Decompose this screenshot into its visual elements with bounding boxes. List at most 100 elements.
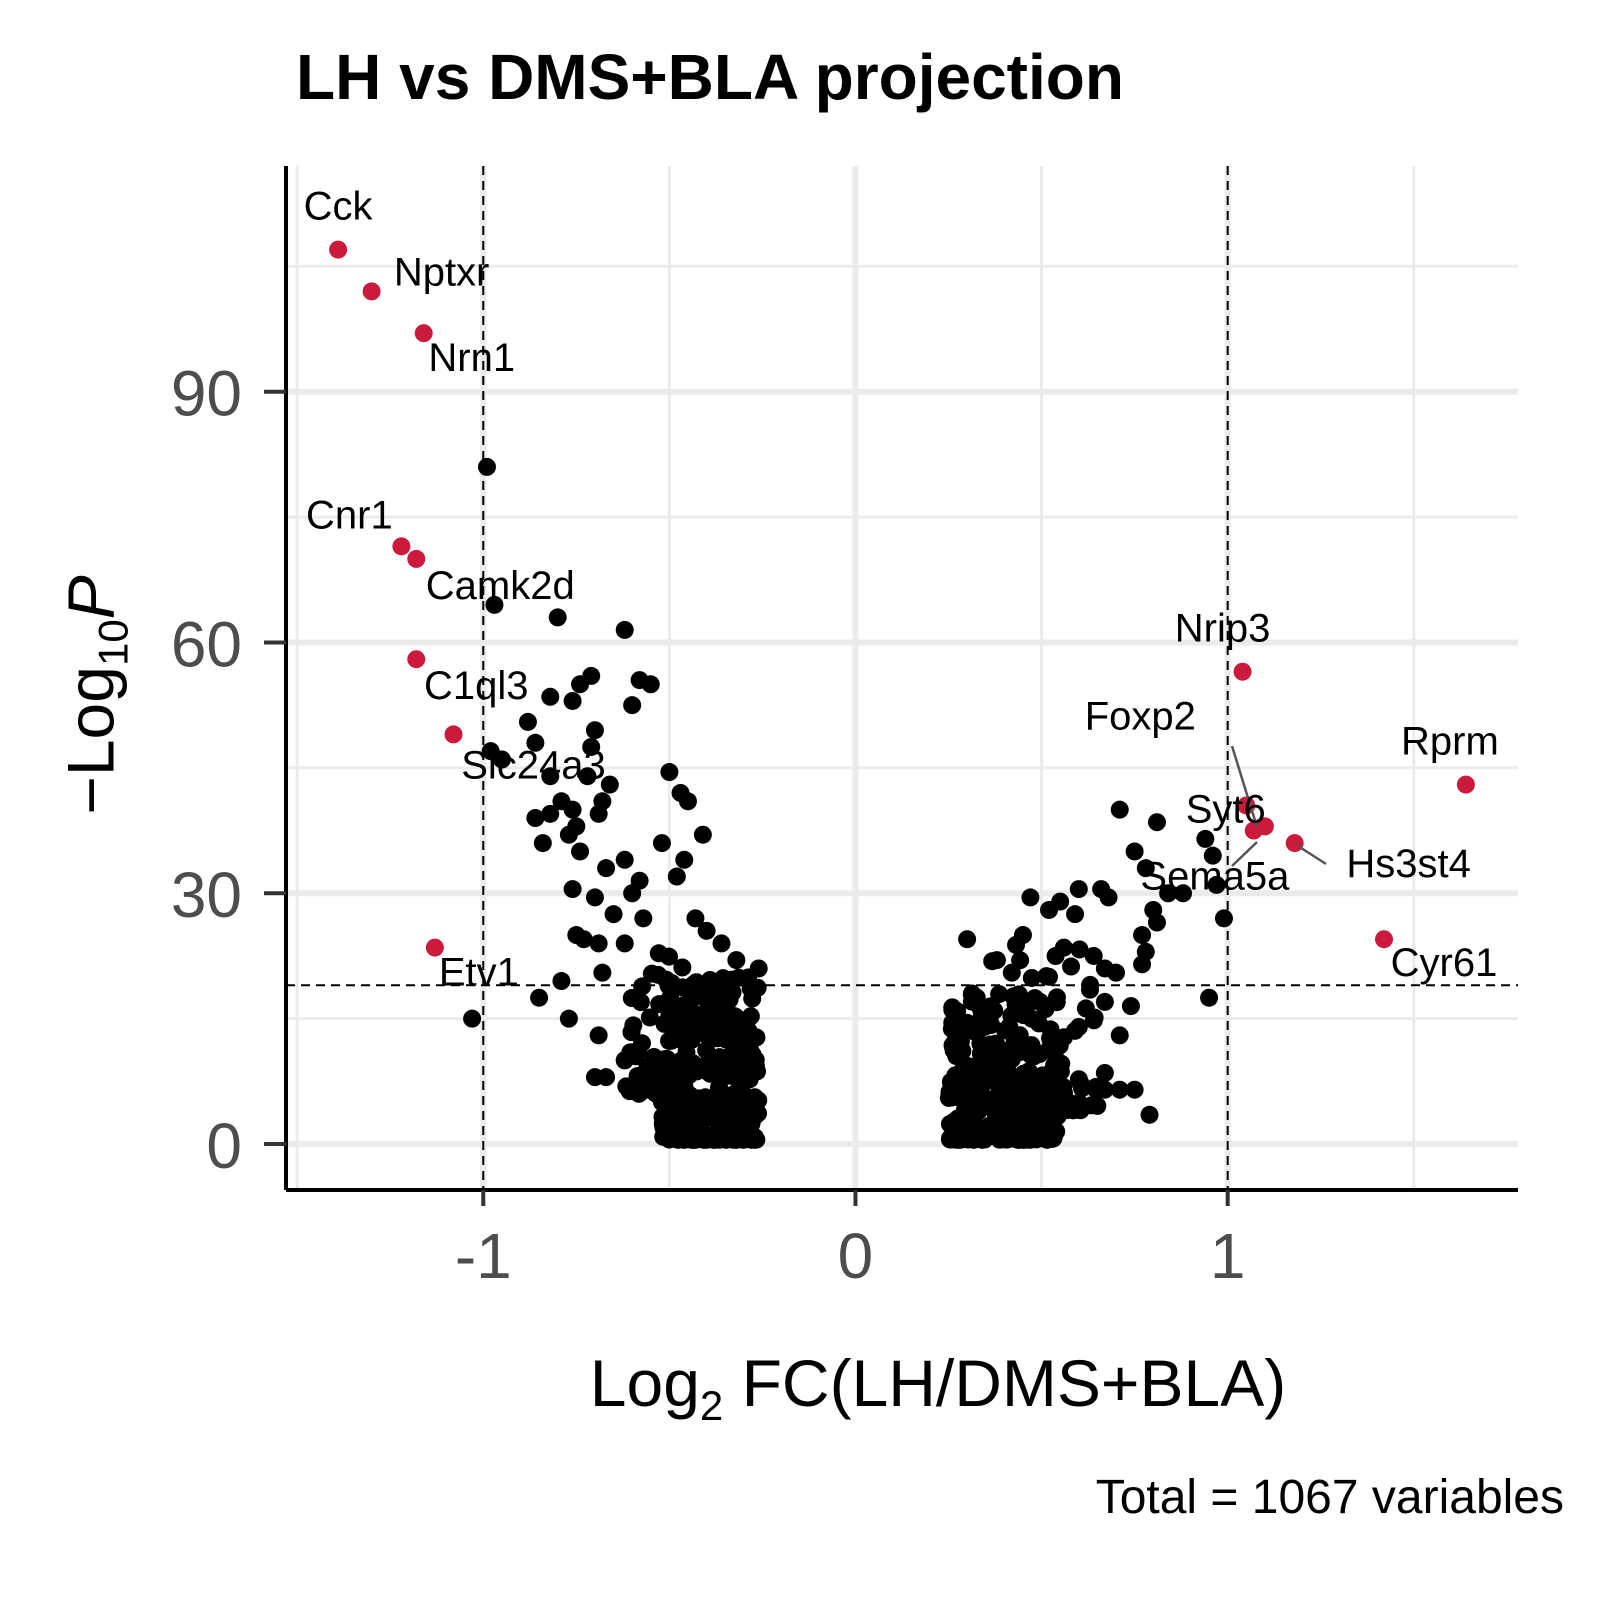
data-point (950, 1130, 969, 1149)
data-point (1013, 926, 1032, 945)
data-point (1069, 1017, 1088, 1036)
data-point (1136, 859, 1155, 878)
data-point (1030, 1045, 1049, 1064)
data-point (675, 850, 694, 869)
data-point (698, 1062, 717, 1081)
gene-label-cyr61: Cyr61 (1391, 941, 1498, 985)
data-point (724, 1058, 743, 1077)
data-point (1159, 884, 1178, 903)
data-point (958, 930, 977, 949)
significant-point-cck (329, 240, 348, 259)
significant-point-nrn1 (414, 324, 433, 343)
data-point (678, 792, 697, 811)
threshold-lines (286, 166, 1518, 1190)
data-point (615, 850, 634, 869)
data-point (615, 620, 634, 639)
data-point (980, 1116, 999, 1135)
data-point (649, 965, 668, 984)
caption: Total = 1067 variables (1095, 1471, 1564, 1524)
data-point (518, 712, 537, 731)
data-point (716, 1030, 735, 1049)
gene-label-sema5a: Sema5a (1140, 854, 1290, 898)
data-point (990, 1052, 1009, 1071)
data-point (1066, 905, 1085, 924)
data-point (633, 977, 652, 996)
data-point (980, 1012, 999, 1031)
connector-foxp2 (1230, 745, 1259, 828)
data-point (589, 1026, 608, 1045)
nonsignificant-points (463, 457, 1233, 1149)
data-point (1021, 888, 1040, 907)
x-axis-label: Log2 FC(LH/DMS+BLA) (589, 1346, 1287, 1430)
data-point (956, 1084, 975, 1103)
gene-label-c1ql3: C1ql3 (424, 664, 529, 708)
data-point (749, 959, 768, 978)
data-point (589, 934, 608, 953)
data-point (1019, 1062, 1038, 1081)
data-point (710, 1102, 729, 1121)
data-point (959, 1103, 978, 1122)
data-point (1054, 938, 1073, 957)
data-point (585, 888, 604, 907)
data-point (989, 1038, 1008, 1057)
data-point (571, 675, 590, 694)
data-point (622, 989, 641, 1008)
data-point (727, 951, 746, 970)
data-point (485, 595, 504, 614)
gene-label-foxp2: Foxp2 (1085, 694, 1196, 738)
data-point (563, 800, 582, 819)
gene-label-nptxr: Nptxr (394, 250, 490, 294)
chart-title: LH vs DMS+BLA projection (296, 41, 1124, 113)
data-point (615, 934, 634, 953)
gene-label-cnr1: Cnr1 (306, 493, 393, 537)
data-point (1107, 963, 1126, 982)
data-point (693, 1005, 712, 1024)
data-point (693, 825, 712, 844)
data-point (1088, 1096, 1107, 1115)
data-point (662, 1031, 681, 1050)
data-point (1125, 842, 1144, 861)
data-point (727, 1130, 746, 1149)
data-point (686, 909, 705, 928)
data-point (652, 834, 671, 853)
data-point (701, 1047, 720, 1066)
data-point (463, 1009, 482, 1028)
data-point (617, 1077, 636, 1096)
data-point (1069, 880, 1088, 899)
data-point (526, 809, 545, 828)
data-point (1200, 988, 1219, 1007)
gene-label-hs3st4: Hs3st4 (1346, 842, 1471, 886)
data-point (563, 691, 582, 710)
data-point (1214, 909, 1233, 928)
data-point (701, 970, 720, 989)
data-point (1002, 963, 1021, 982)
gene-labels: Cck Nptxr Nrn1 Cnr1 Camk2d C1ql3 Slc24a3 Etv1 Nr… (304, 185, 1499, 995)
data-point (1095, 992, 1114, 1011)
data-point (660, 763, 679, 782)
data-point (675, 1130, 694, 1149)
data-point (653, 1115, 672, 1134)
data-point (1110, 800, 1129, 819)
data-point (673, 978, 692, 997)
data-point (526, 733, 545, 752)
data-point (990, 985, 1009, 1004)
gene-label-camk2d: Camk2d (426, 564, 575, 608)
data-point (1013, 1130, 1032, 1149)
data-point (1029, 1014, 1048, 1033)
data-point (604, 905, 623, 924)
data-point (697, 1130, 716, 1149)
data-point (623, 884, 642, 903)
data-point (597, 859, 616, 878)
gene-label-syt6: Syt6 (1186, 788, 1266, 832)
data-point (1140, 1105, 1159, 1124)
y-tick-label: 30 (171, 859, 242, 931)
data-point (1009, 1000, 1028, 1019)
data-point (1207, 875, 1226, 894)
data-point (943, 1036, 962, 1055)
significant-point-sema5a (1255, 817, 1274, 836)
y-tick-label: 60 (171, 608, 242, 680)
data-point (675, 1068, 694, 1087)
axes: -1 0 1 0 30 60 90 (171, 166, 1518, 1292)
data-point (623, 696, 642, 715)
